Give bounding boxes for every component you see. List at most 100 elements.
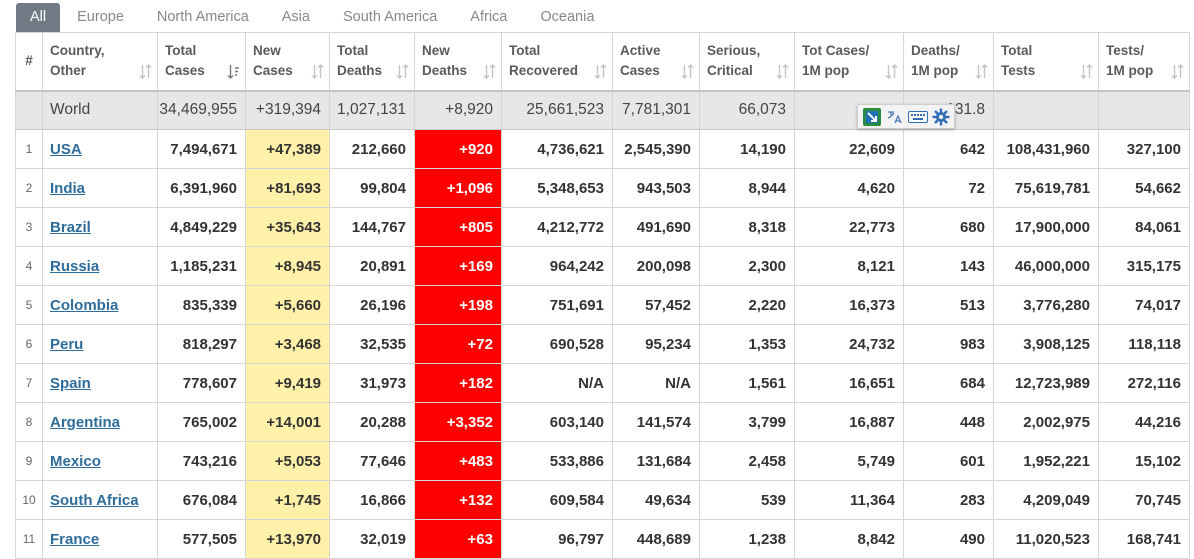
column-header-total-tests[interactable]: Total Tests	[993, 32, 1099, 92]
column-header-total-recovered[interactable]: Total Recovered	[501, 32, 613, 92]
column-header-new-cases[interactable]: New Cases	[245, 32, 330, 92]
cell-tests-per-1m: 315,175	[1098, 246, 1190, 286]
country-link[interactable]: Spain	[50, 374, 91, 392]
cell-deaths-per-1m: 680	[903, 207, 994, 247]
cell-total-recovered: 5,348,653	[501, 168, 613, 208]
cell-serious-critical: 14,190	[699, 129, 795, 169]
sort-icon[interactable]	[594, 63, 607, 80]
tab-south-america[interactable]: South America	[342, 9, 438, 25]
tab-africa[interactable]: Africa	[470, 9, 508, 25]
column-label-line2: Deaths	[337, 63, 383, 79]
column-label-line1: Active	[620, 43, 661, 59]
column-label-line1: Serious,	[707, 43, 761, 59]
column-header-total-deaths[interactable]: Total Deaths	[329, 32, 415, 92]
tab-north-america[interactable]: North America	[156, 9, 249, 25]
sort-icon[interactable]	[1080, 63, 1093, 80]
cell-serious-critical: 1,238	[699, 519, 795, 559]
cell-total-cases: 778,607	[157, 363, 246, 403]
tab-all[interactable]: All	[16, 3, 61, 32]
tab-europe[interactable]: Europe	[77, 9, 124, 25]
cell-cases-per-1m: 4,620	[794, 168, 904, 208]
cell-new-cases: +35,643	[245, 207, 330, 247]
floating-toolbar	[857, 104, 955, 129]
country-link[interactable]: Peru	[50, 335, 84, 353]
column-label-line1: New	[422, 43, 450, 59]
column-header-serious-critical[interactable]: Serious, Critical	[699, 32, 795, 92]
column-header-tests-per-1m[interactable]: Tests/1M pop	[1098, 32, 1190, 92]
sort-icon[interactable]	[681, 63, 694, 80]
cell-total-deaths: 1,027,131	[329, 90, 415, 130]
sort-icon[interactable]	[776, 63, 789, 80]
sort-icon[interactable]	[1171, 63, 1184, 80]
cell-total-tests: 2,002,975	[993, 402, 1099, 442]
cell-cases-per-1m: 16,651	[794, 363, 904, 403]
column-label-line2: Cases	[253, 63, 293, 79]
cell-new-deaths: +3,352	[414, 402, 502, 442]
column-header-cases-per-1m[interactable]: Tot Cases/1M pop	[794, 32, 904, 92]
country-link[interactable]: France	[50, 530, 100, 548]
cell-tests-per-1m: 15,102	[1098, 441, 1190, 481]
column-header-total-cases[interactable]: Total Cases	[157, 32, 246, 92]
country-link[interactable]: Colombia	[50, 296, 119, 314]
column-header-new-deaths[interactable]: New Deaths	[414, 32, 502, 92]
country-link[interactable]: India	[50, 179, 86, 197]
cell-new-cases: +81,693	[245, 168, 330, 208]
gear-icon[interactable]	[932, 108, 950, 126]
cell-country: South Africa	[42, 480, 158, 520]
cell-active-cases: 141,574	[612, 402, 700, 442]
cell-serious-critical: 1,353	[699, 324, 795, 364]
tab-asia[interactable]: Asia	[281, 9, 310, 25]
column-label-line1: Country,	[50, 43, 105, 59]
country-link[interactable]: Mexico	[50, 452, 101, 470]
column-label-line2: Other	[50, 63, 87, 79]
cell-deaths-per-1m: 601	[903, 441, 994, 481]
tab-oceania[interactable]: Oceania	[540, 9, 595, 25]
column-header-active-cases[interactable]: Active Cases	[612, 32, 700, 92]
country-link[interactable]: Argentina	[50, 413, 121, 431]
sort-icon[interactable]	[483, 63, 496, 80]
country-link[interactable]: South Africa	[50, 491, 139, 509]
cell-total-tests: 1,952,221	[993, 441, 1099, 481]
cell-total-tests: 3,908,125	[993, 324, 1099, 364]
sort-desc-icon[interactable]	[227, 64, 240, 80]
image-capture-icon[interactable]	[862, 107, 882, 127]
cell-num: 8	[15, 402, 43, 442]
cell-cases-per-1m: 22,609	[794, 129, 904, 169]
cell-total-recovered: 603,140	[501, 402, 613, 442]
cell-total-recovered: 4,736,621	[501, 129, 613, 169]
keyboard-icon[interactable]	[908, 110, 928, 123]
country-link[interactable]: Brazil	[50, 218, 91, 236]
cell-active-cases: 95,234	[612, 324, 700, 364]
translate-icon[interactable]	[886, 110, 904, 124]
cell-country: Brazil	[42, 207, 158, 247]
cell-total-recovered: 964,242	[501, 246, 613, 286]
table-row: 11 France 577,505 +13,970 32,019 +63 96,797 448…	[15, 519, 1190, 559]
cell-cases-per-1m: 5,749	[794, 441, 904, 481]
cell-total-deaths: 32,019	[329, 519, 415, 559]
cell-country: Peru	[42, 324, 158, 364]
column-label-line2: Cases	[620, 63, 660, 79]
column-label-line1: New	[253, 43, 281, 59]
cell-total-tests: 12,723,989	[993, 363, 1099, 403]
cell-new-cases: +5,053	[245, 441, 330, 481]
column-header-deaths-per-1m[interactable]: Deaths/1M pop	[903, 32, 994, 92]
cell-active-cases: N/A	[612, 363, 700, 403]
sort-icon[interactable]	[396, 63, 409, 80]
cell-new-cases: +13,970	[245, 519, 330, 559]
country-link[interactable]: Russia	[50, 257, 100, 275]
table-row: 4 Russia 1,185,231 +8,945 20,891 +169 964,242 2…	[15, 246, 1190, 286]
cell-cases-per-1m: 8,121	[794, 246, 904, 286]
cell-total-recovered: 609,584	[501, 480, 613, 520]
cell-new-deaths: +63	[414, 519, 502, 559]
cell-new-cases: +9,419	[245, 363, 330, 403]
cell-active-cases: 491,690	[612, 207, 700, 247]
column-header-country[interactable]: Country, Other	[42, 32, 158, 92]
cell-total-tests: 3,776,280	[993, 285, 1099, 325]
cell-new-cases: +14,001	[245, 402, 330, 442]
country-link[interactable]: USA	[50, 140, 82, 158]
table-row: 9 Mexico 743,216 +5,053 77,646 +483 533,886 131…	[15, 441, 1190, 481]
sort-icon[interactable]	[311, 63, 324, 80]
sort-icon[interactable]	[139, 63, 152, 80]
sort-icon[interactable]	[885, 63, 898, 80]
sort-icon[interactable]	[975, 63, 988, 80]
